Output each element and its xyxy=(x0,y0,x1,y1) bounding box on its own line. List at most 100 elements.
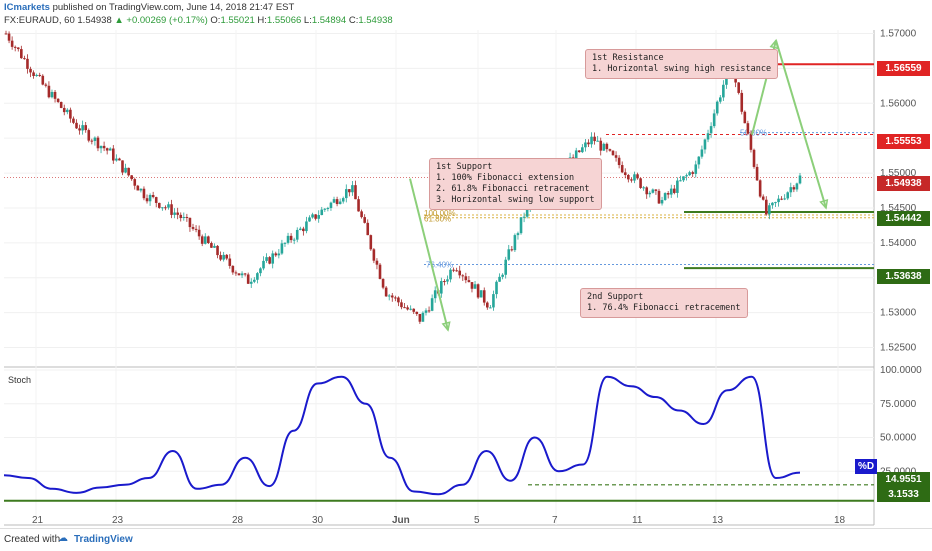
candle-body xyxy=(627,175,630,180)
candle-body xyxy=(29,68,32,73)
candle-body xyxy=(213,245,216,248)
candle-body xyxy=(390,295,394,298)
candle-body xyxy=(93,137,97,141)
candle-body xyxy=(20,49,23,59)
candle-body xyxy=(519,217,523,234)
candle-body xyxy=(332,199,336,203)
candle-body xyxy=(62,107,66,113)
candle-body xyxy=(397,297,400,303)
publisher-name[interactable]: ICmarkets xyxy=(4,2,50,13)
dashed-resistance-price-tag: 1.55553 xyxy=(877,134,930,149)
candle-body xyxy=(571,157,575,159)
candle-body xyxy=(452,269,455,271)
candle-body xyxy=(651,189,655,193)
candle-body xyxy=(507,249,511,260)
candle-body xyxy=(663,193,667,200)
callout-line: 1. 100% Fibonacci extension xyxy=(436,173,575,183)
candle-body xyxy=(602,143,606,151)
candle-body xyxy=(35,74,38,77)
candle-body xyxy=(743,111,747,124)
trend-arrows xyxy=(409,38,829,332)
candle-body xyxy=(660,199,664,204)
callout-line: 3. Horizontal swing low support xyxy=(436,195,595,205)
candle-body xyxy=(161,207,164,209)
candle-body xyxy=(256,273,259,280)
candle-body xyxy=(16,47,20,50)
stoch-tick-label: 75.0000 xyxy=(880,399,917,410)
x-tick-label: 5 xyxy=(474,515,480,526)
chart-canvas[interactable]: 100.00%61.80%76.40%50.00% 1.570001.56500… xyxy=(0,0,932,528)
candle-body xyxy=(764,199,768,215)
candle-body xyxy=(623,172,627,176)
candle-body xyxy=(280,243,284,254)
candle-body xyxy=(56,98,60,102)
candle-body xyxy=(23,58,26,60)
candle-body xyxy=(406,307,409,310)
tradingview-brand-link[interactable]: TradingView xyxy=(74,534,133,545)
candle-body xyxy=(792,187,796,190)
candle-body xyxy=(688,172,691,176)
stoch-legend-tag: %D xyxy=(855,459,877,474)
candle-body xyxy=(783,198,786,200)
candle-body xyxy=(378,264,382,279)
candle-body xyxy=(344,189,348,199)
candle-body xyxy=(323,208,327,210)
stoch-level-tag-1: 14.9551 xyxy=(877,472,930,487)
candle-body xyxy=(81,125,84,131)
x-tick-label: 23 xyxy=(112,515,124,526)
x-tick-label: 21 xyxy=(32,515,44,526)
candle-body xyxy=(50,91,54,98)
candle-body xyxy=(142,188,146,199)
close-value: 1.54938 xyxy=(358,15,393,26)
candle-body xyxy=(648,192,652,195)
candle-body xyxy=(173,212,176,215)
candle-body xyxy=(176,212,179,215)
candle-body xyxy=(455,270,458,272)
candle-body xyxy=(268,257,271,264)
candle-body xyxy=(581,147,584,153)
candle-body xyxy=(44,84,48,86)
stoch-title: Stoch xyxy=(8,375,32,385)
candle-body xyxy=(433,290,437,299)
candle-body xyxy=(715,101,719,114)
candle-body xyxy=(617,157,621,166)
candle-body xyxy=(53,91,57,99)
candle-body xyxy=(164,207,167,209)
candle-body xyxy=(219,255,222,260)
y-tick-label: 1.53000 xyxy=(880,308,917,319)
candle-body xyxy=(400,302,403,308)
change-value: +0.00269 (+0.17%) xyxy=(126,15,208,26)
candle-body xyxy=(786,192,790,199)
candle-body xyxy=(277,253,281,256)
candle-body xyxy=(749,133,753,150)
candle-body xyxy=(482,290,486,303)
open-label: O: xyxy=(210,15,221,26)
candle-body xyxy=(489,307,492,309)
support1-callout: 1st Support 1. 100% Fibonacci extension … xyxy=(429,158,602,210)
candle-body xyxy=(139,188,143,191)
close-label: C: xyxy=(348,15,359,26)
candle-body xyxy=(706,133,710,140)
footer: Created with ☁ TradingView xyxy=(0,528,932,551)
candle-body xyxy=(136,185,140,191)
candle-body xyxy=(697,156,701,165)
candle-body xyxy=(105,148,109,151)
candle-body xyxy=(216,245,219,256)
candle-body xyxy=(611,150,615,156)
candle-body xyxy=(584,142,587,148)
candle-body xyxy=(10,40,14,47)
candle-body xyxy=(262,260,265,269)
candle-body xyxy=(709,126,713,134)
x-tick-label: 13 xyxy=(712,515,724,526)
candle-body xyxy=(194,228,198,230)
candle-body xyxy=(87,130,91,141)
candle-body xyxy=(375,260,379,265)
candle-body xyxy=(381,278,385,288)
candle-body xyxy=(467,280,471,283)
callout-line: 2. 61.8% Fibonacci retracement xyxy=(436,184,590,194)
x-tick-label: 7 xyxy=(552,515,558,526)
candle-body xyxy=(191,227,195,229)
candle-body xyxy=(286,235,290,243)
candle-body xyxy=(243,273,247,275)
candle-body xyxy=(363,217,366,223)
